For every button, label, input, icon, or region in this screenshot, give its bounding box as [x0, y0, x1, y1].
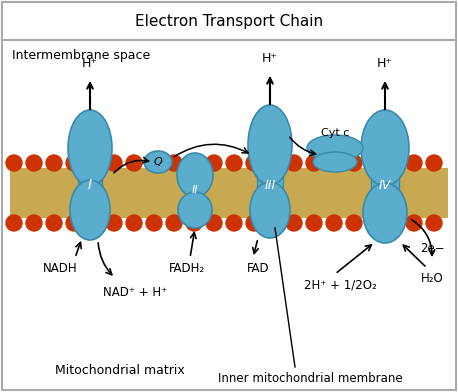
Circle shape — [266, 155, 282, 171]
Bar — [10, 188, 448, 218]
Circle shape — [186, 215, 202, 231]
Text: I: I — [88, 178, 92, 192]
Circle shape — [286, 155, 302, 171]
Circle shape — [406, 155, 422, 171]
Text: II: II — [192, 185, 198, 195]
Text: Mitochondrial matrix: Mitochondrial matrix — [55, 363, 185, 376]
Circle shape — [26, 215, 42, 231]
Ellipse shape — [307, 135, 363, 161]
Text: Intermembrane space: Intermembrane space — [12, 49, 150, 62]
FancyBboxPatch shape — [2, 2, 456, 40]
Circle shape — [106, 155, 122, 171]
Bar — [10, 168, 448, 198]
Text: IV: IV — [379, 178, 391, 192]
Circle shape — [6, 155, 22, 171]
Circle shape — [166, 215, 182, 231]
Circle shape — [426, 155, 442, 171]
Circle shape — [186, 155, 202, 171]
Circle shape — [246, 155, 262, 171]
Text: III: III — [264, 178, 276, 192]
Ellipse shape — [68, 110, 112, 186]
Circle shape — [406, 215, 422, 231]
Circle shape — [346, 155, 362, 171]
Circle shape — [426, 215, 442, 231]
Text: FAD: FAD — [247, 261, 269, 274]
Circle shape — [66, 215, 82, 231]
Circle shape — [126, 155, 142, 171]
Text: NAD⁺ + H⁺: NAD⁺ + H⁺ — [103, 285, 167, 298]
Text: Cyt c: Cyt c — [321, 128, 349, 138]
Circle shape — [106, 215, 122, 231]
Ellipse shape — [363, 183, 407, 243]
Ellipse shape — [313, 152, 357, 172]
Text: Inner mitochondrial membrane: Inner mitochondrial membrane — [218, 372, 402, 385]
Circle shape — [46, 215, 62, 231]
Circle shape — [266, 215, 282, 231]
Ellipse shape — [177, 153, 213, 197]
Circle shape — [206, 155, 222, 171]
Circle shape — [346, 215, 362, 231]
Circle shape — [366, 155, 382, 171]
Circle shape — [6, 215, 22, 231]
Text: 2H⁺ + 1/2O₂: 2H⁺ + 1/2O₂ — [304, 278, 376, 292]
Circle shape — [386, 155, 402, 171]
Circle shape — [226, 155, 242, 171]
Text: H⁺: H⁺ — [262, 52, 278, 65]
Ellipse shape — [361, 110, 409, 186]
Circle shape — [326, 155, 342, 171]
Text: H⁺: H⁺ — [82, 57, 98, 70]
Circle shape — [86, 155, 102, 171]
Text: 2e−: 2e− — [420, 241, 444, 254]
Circle shape — [306, 155, 322, 171]
Circle shape — [66, 155, 82, 171]
Circle shape — [146, 155, 162, 171]
Circle shape — [286, 215, 302, 231]
Circle shape — [366, 215, 382, 231]
Text: Q: Q — [153, 157, 163, 167]
Text: H⁺: H⁺ — [377, 57, 393, 70]
Ellipse shape — [250, 182, 290, 238]
Ellipse shape — [70, 180, 110, 240]
Text: H₂O: H₂O — [420, 272, 443, 285]
Text: Electron Transport Chain: Electron Transport Chain — [135, 13, 323, 29]
Ellipse shape — [144, 151, 172, 173]
Bar — [371, 166, 399, 220]
Circle shape — [86, 215, 102, 231]
Circle shape — [26, 155, 42, 171]
Circle shape — [246, 215, 262, 231]
Circle shape — [306, 215, 322, 231]
Circle shape — [226, 215, 242, 231]
Circle shape — [206, 215, 222, 231]
Circle shape — [126, 215, 142, 231]
Ellipse shape — [178, 192, 212, 228]
Text: FADH₂: FADH₂ — [169, 261, 205, 274]
Ellipse shape — [248, 105, 292, 185]
Text: NADH: NADH — [43, 261, 77, 274]
Circle shape — [166, 155, 182, 171]
Circle shape — [146, 215, 162, 231]
Circle shape — [326, 215, 342, 231]
Circle shape — [46, 155, 62, 171]
Bar — [257, 166, 283, 220]
Circle shape — [386, 215, 402, 231]
Bar — [78, 166, 102, 220]
